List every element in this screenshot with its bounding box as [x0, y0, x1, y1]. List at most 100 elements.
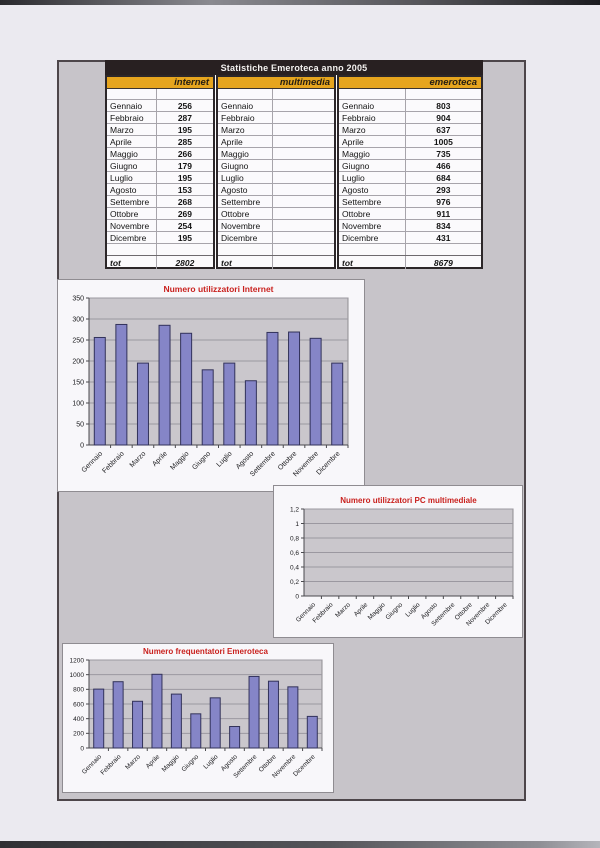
- month-cell: Luglio: [107, 172, 157, 183]
- x-category-label: Maggio: [169, 450, 190, 471]
- value-cell: 911: [436, 208, 451, 219]
- spacer-cell: [157, 244, 213, 255]
- month-cell: Giugno: [107, 160, 157, 171]
- month-cell: Aprile: [107, 136, 157, 147]
- bar: [229, 726, 241, 749]
- table-row: Aprile 285: [107, 135, 213, 147]
- month-cell: Novembre: [107, 220, 157, 231]
- x-category-label: Marzo: [124, 753, 142, 771]
- month-cell: Settembre: [107, 196, 157, 207]
- bar: [132, 700, 144, 749]
- x-category-label: Maggio: [161, 753, 181, 773]
- value-cell: 195: [177, 124, 192, 135]
- table-row: Luglio: [218, 171, 334, 183]
- tot-label-cell: tot: [339, 256, 406, 269]
- y-tick-label: 0,8: [290, 535, 299, 542]
- table-row: Aprile: [218, 135, 334, 147]
- chart-title: Numero frequentatori Emeroteca: [143, 647, 268, 656]
- table-row: Febbraio 287: [107, 111, 213, 123]
- month-cell: Luglio: [218, 172, 273, 183]
- y-tick-label: 800: [73, 687, 84, 694]
- table-row: Luglio 195: [107, 171, 213, 183]
- table-group-body: Gennaio 803 Febbraio 904 Marzo 637 Aprile 1005 M…: [339, 89, 481, 269]
- value-cell: 287: [177, 112, 192, 123]
- month-cell: Ottobre: [339, 208, 406, 219]
- y-tick-label: 200: [73, 731, 84, 738]
- table-row: Novembre 254: [107, 219, 213, 231]
- value-cell: 269: [177, 208, 192, 219]
- stats-table: Statistiche Emeroteca anno 2005 internet…: [105, 60, 483, 269]
- value-cell: 834: [436, 220, 451, 231]
- table-row: [218, 89, 334, 99]
- y-tick-label: 200: [72, 358, 84, 365]
- table-row: [107, 89, 213, 99]
- y-tick-label: 250: [72, 337, 84, 344]
- table-row: Ottobre: [218, 207, 334, 219]
- y-tick-label: 1000: [70, 672, 85, 679]
- value-cell: 1005: [433, 136, 453, 147]
- month-cell: Settembre: [218, 196, 273, 207]
- table-group-multimedia: multimedia Gennaio Febbraio Marzo Aprile Magg…: [216, 75, 336, 269]
- month-cell: Febbraio: [339, 112, 406, 123]
- table-row: Giugno: [218, 159, 334, 171]
- month-cell: Gennaio: [107, 100, 157, 111]
- month-cell: Aprile: [339, 136, 406, 147]
- table-group-body: Gennaio 256 Febbraio 287 Marzo 195 Aprile 285 Ma…: [107, 89, 213, 269]
- value-cell: 466: [436, 160, 451, 171]
- table-row: Gennaio 256: [107, 99, 213, 111]
- table-row: tot 8679: [339, 255, 481, 269]
- spacer-cell: [218, 244, 273, 255]
- y-tick-label: 400: [73, 716, 84, 723]
- bar: [93, 688, 105, 749]
- month-cell: Agosto: [107, 184, 157, 195]
- value-cell: 803: [436, 100, 451, 111]
- y-tick-label: 0,4: [290, 564, 299, 571]
- value-cell: 431: [436, 232, 451, 243]
- bar: [180, 332, 193, 446]
- month-cell: Giugno: [339, 160, 406, 171]
- spacer-cell: [157, 89, 213, 99]
- month-cell: Gennaio: [339, 100, 406, 111]
- table-row: Luglio 684: [339, 171, 481, 183]
- y-tick-label: 1200: [70, 657, 85, 664]
- spacer-cell: [406, 244, 481, 255]
- value-cell: [273, 196, 334, 207]
- table-row: Marzo 637: [339, 123, 481, 135]
- bar: [288, 331, 301, 446]
- table-row: Marzo 195: [107, 123, 213, 135]
- value-cell: [273, 184, 334, 195]
- x-category-label: Febbraio: [99, 753, 122, 776]
- x-category-label: Aprile: [151, 450, 169, 468]
- table-row: Maggio 735: [339, 147, 481, 159]
- month-cell: Novembre: [218, 220, 273, 231]
- y-tick-label: 300: [72, 316, 84, 323]
- table-row: tot 2802: [107, 255, 213, 269]
- spacer-cell: [406, 89, 481, 99]
- month-cell: Giugno: [218, 160, 273, 171]
- bar: [158, 324, 171, 446]
- x-category-label: Maggio: [367, 601, 387, 621]
- bar: [115, 323, 128, 446]
- x-category-label: Aprile: [145, 753, 162, 770]
- bar: [309, 337, 322, 446]
- table-groups: internet Gennaio 256 Febbraio 287 Marzo 195 Apr…: [105, 75, 483, 269]
- y-tick-label: 0: [80, 745, 84, 752]
- month-cell: Ottobre: [107, 208, 157, 219]
- value-cell: [273, 208, 334, 219]
- x-category-label: Luglio: [202, 753, 219, 770]
- value-cell: 179: [177, 160, 192, 171]
- bar: [151, 673, 163, 749]
- bar: [244, 380, 257, 446]
- month-cell: Marzo: [339, 124, 406, 135]
- bar: [266, 331, 279, 446]
- month-cell: Dicembre: [107, 232, 157, 243]
- table-group-internet: internet Gennaio 256 Febbraio 287 Marzo 195 Apr…: [105, 75, 215, 269]
- x-category-label: Luglio: [216, 450, 234, 468]
- month-cell: Settembre: [339, 196, 406, 207]
- month-cell: Febbraio: [218, 112, 273, 123]
- chart-title: Numero utilizzatori PC multimediale: [340, 496, 477, 505]
- table-row: Agosto 293: [339, 183, 481, 195]
- value-cell: 268: [177, 196, 192, 207]
- x-category-label: Agosto: [235, 450, 255, 470]
